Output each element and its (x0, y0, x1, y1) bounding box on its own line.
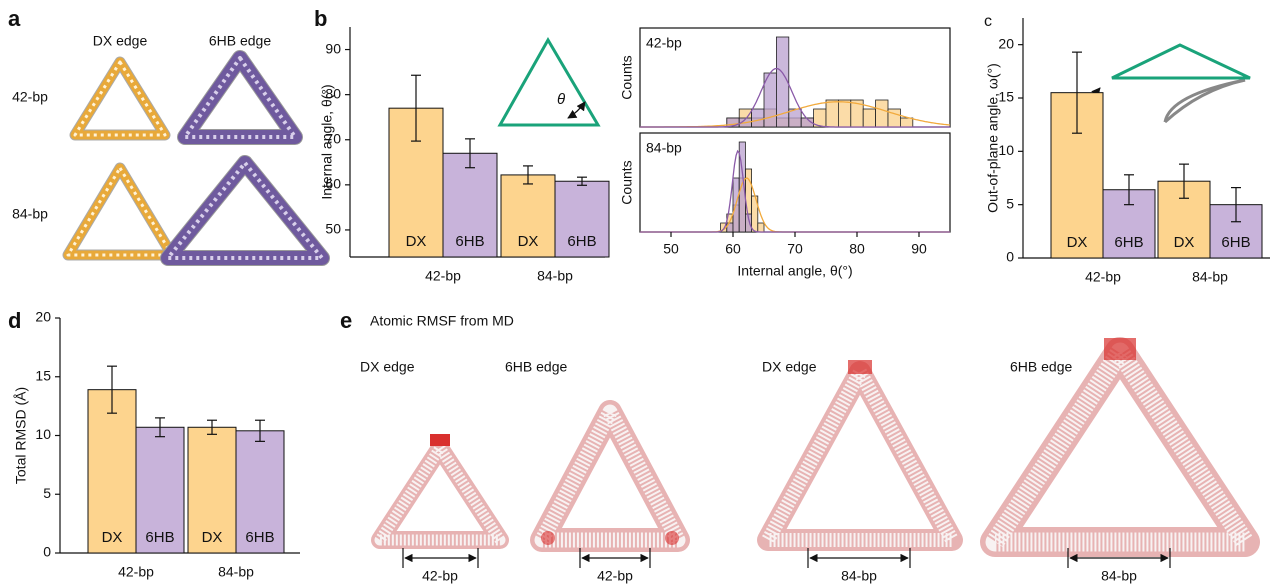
bar-label: DX (102, 529, 123, 546)
panel-label: b (314, 6, 327, 31)
histogram-bar (875, 99, 889, 128)
y-tick-label: 5 (43, 485, 51, 501)
y-tick-label: 80 (325, 85, 341, 101)
y-tick-label: 10 (35, 426, 51, 442)
bar (135, 426, 185, 554)
bar-label: 6HB (245, 529, 274, 546)
structure-label: 6HB edge (505, 359, 567, 375)
fit-curve (640, 177, 950, 233)
bar-label: DX (518, 233, 539, 250)
x-tick-label: 42-bp (1085, 269, 1121, 285)
bar-label: 6HB (455, 233, 484, 250)
y-tick-label: 70 (325, 130, 341, 146)
bar-label: 6HB (1114, 234, 1143, 251)
bar-label: DX (1067, 234, 1088, 251)
x-tick-label: 42-bp (118, 564, 154, 580)
inset-diagram: θ (497, 36, 601, 127)
panel-label: a (8, 6, 21, 31)
fit-curve (640, 149, 950, 233)
histogram-bar (745, 213, 753, 233)
histogram-bar (738, 141, 746, 233)
bar-label: DX (406, 233, 427, 250)
y-axis-label: Internal angle, θ(°) (319, 84, 335, 199)
row-label: 84-bp (12, 206, 48, 222)
y-tick-label: 20 (998, 35, 1014, 51)
y-tick-label: 5 (1006, 195, 1014, 211)
scale-label: 42-bp (597, 568, 633, 584)
bar-label: 6HB (1221, 234, 1250, 251)
y-tick-label: 10 (998, 142, 1014, 158)
scale-label: 84-bp (1101, 568, 1137, 584)
y-tick-label: 50 (325, 221, 341, 237)
panel-label: c (984, 13, 992, 30)
panel-label: 84-bp (646, 140, 682, 156)
y-axis-label: Out-of-plane angle, ω(°) (985, 63, 1001, 213)
histogram-bar (776, 36, 790, 128)
histogram-bar (900, 117, 914, 128)
histogram-bar (757, 222, 765, 233)
structure-label: DX edge (762, 359, 817, 375)
histogram-bar (800, 117, 815, 128)
x-tick-label: 84-bp (218, 564, 254, 580)
fit-curve (640, 67, 950, 128)
y-tick-label: 90 (325, 40, 341, 56)
plot-frame (639, 132, 951, 233)
y-axis-label: Counts (619, 160, 635, 204)
histogram-bar (862, 108, 877, 128)
panel-label: e (340, 308, 352, 333)
x-tick-label: 42-bp (425, 268, 461, 284)
y-axis-label: Total RMSD (Å) (13, 387, 29, 484)
structure-illustration (62, 50, 330, 266)
scale-label: 42-bp (422, 568, 458, 584)
panel-title: Atomic RMSF from MD (370, 313, 514, 329)
inset-symbol: θ (557, 91, 565, 108)
histogram-bar (751, 108, 765, 128)
bar (554, 180, 610, 258)
inset-diagram: ω (1078, 43, 1251, 124)
x-axis-label: Internal angle, θ(°) (737, 263, 852, 279)
x-tick-label: 84-bp (537, 268, 573, 284)
x-tick-label: 60 (725, 241, 741, 257)
bar-label: 6HB (567, 233, 596, 250)
y-tick-label: 0 (1006, 249, 1014, 265)
x-tick-label: 70 (787, 241, 803, 257)
y-tick-label: 15 (998, 89, 1014, 105)
column-label: DX edge (93, 33, 148, 49)
panel-label: 42-bp (646, 35, 682, 51)
x-tick-label: 80 (849, 241, 865, 257)
y-tick-label: 20 (35, 309, 51, 325)
structure-label: 6HB edge (1010, 359, 1072, 375)
bar-label: 6HB (145, 529, 174, 546)
histogram-bar (825, 99, 839, 128)
histogram-bar (838, 99, 852, 128)
column-label: 6HB edge (209, 33, 271, 49)
bar-label: DX (1174, 234, 1195, 251)
x-tick-label: 50 (663, 241, 679, 257)
scale-bar (402, 548, 1171, 568)
y-tick-label: 60 (325, 176, 341, 192)
panel-label: d (8, 308, 21, 333)
scale-label: 84-bp (841, 568, 877, 584)
bar-label: DX (202, 529, 223, 546)
structure-label: DX edge (360, 359, 415, 375)
x-tick-label: 90 (911, 241, 927, 257)
y-axis-label: Counts (619, 55, 635, 99)
x-tick-label: 84-bp (1192, 269, 1228, 285)
y-tick-label: 0 (43, 544, 51, 560)
row-label: 42-bp (12, 89, 48, 105)
y-tick-label: 15 (35, 367, 51, 383)
bar (442, 152, 498, 258)
rmsf-structure (371, 337, 1260, 557)
